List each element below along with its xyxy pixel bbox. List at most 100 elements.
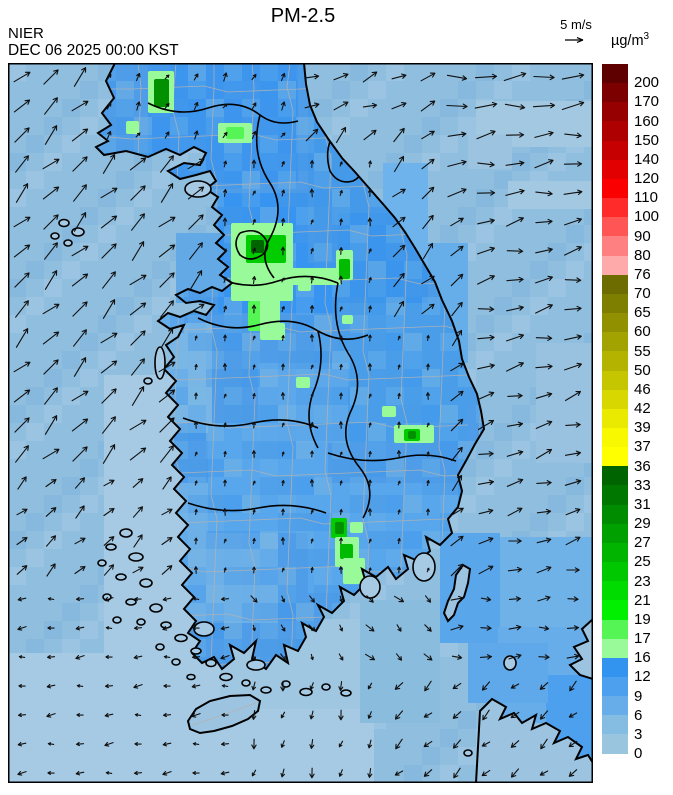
colorbar-segment (602, 236, 628, 256)
island (128, 552, 144, 562)
colorbar-tick-label: 27 (634, 534, 651, 552)
colorbar-tick-label: 17 (634, 630, 651, 647)
colorbar-tick-label: 160 (634, 112, 660, 130)
province-border (187, 502, 327, 514)
colorbar-segment (602, 121, 628, 141)
colorbar-tick-label: 9 (634, 687, 643, 705)
pm25-hotspot (340, 544, 353, 559)
colorbar-segment (602, 83, 628, 103)
pm25-hotspot (298, 281, 311, 291)
island (190, 647, 202, 655)
colorbar-segment (602, 734, 628, 754)
island (50, 232, 60, 240)
island (97, 559, 107, 567)
colorbar-segment (602, 657, 628, 677)
colorbar-tick-label: 6 (634, 706, 643, 724)
island (568, 616, 594, 681)
colorbar-segment (602, 466, 628, 486)
island (143, 377, 153, 385)
colorbar-segment (602, 293, 628, 314)
island (125, 598, 137, 606)
wind-vector-field (13, 67, 585, 779)
pm25-hotspot (343, 558, 365, 584)
colorbar-segment (602, 581, 628, 601)
colorbar-segment (602, 255, 628, 275)
island (463, 749, 473, 757)
pm25-hotspot (251, 240, 264, 253)
wind-scale-label: 5 m/s (560, 17, 592, 32)
colorbar-tick-label: 37 (634, 438, 651, 456)
colorbar-segment (602, 562, 628, 582)
colorbar-segment (602, 159, 628, 179)
island (139, 578, 153, 588)
colorbar-segment (602, 427, 628, 448)
island (359, 575, 381, 599)
colorbar-segment (602, 408, 628, 428)
colorbar-tick-label: 65 (634, 304, 651, 322)
pm25-hotspot (154, 79, 169, 107)
colorbar-tick-label: 90 (634, 227, 651, 245)
island (58, 218, 70, 228)
pm25-hotspot (342, 315, 353, 324)
island (155, 643, 165, 651)
colorbar-tick-label: 80 (634, 246, 651, 264)
island (105, 543, 117, 551)
colorbar-segment (602, 140, 628, 160)
island (193, 621, 215, 637)
island (205, 658, 217, 668)
pm25-hotspot (268, 323, 285, 340)
colorbar-segment (602, 485, 628, 505)
colorbar-tick-label: 36 (634, 457, 651, 475)
colorbar-tick-label: 100 (634, 208, 660, 226)
province-border (147, 102, 299, 124)
unit-label: µg/m3 (611, 31, 650, 49)
colorbar-segment (602, 274, 628, 294)
island (63, 239, 73, 247)
island (186, 673, 196, 681)
colorbar-segment (602, 217, 628, 237)
island (171, 658, 181, 666)
colorbar-tick-label: 170 (634, 93, 660, 111)
colorbar-segment (602, 600, 628, 620)
wind-scale-arrow-icon (565, 37, 584, 43)
colorbar-tick-label: 200 (634, 74, 660, 92)
colorbar-segment (602, 102, 628, 122)
island (412, 552, 436, 582)
island (299, 687, 313, 697)
island (112, 616, 122, 624)
colorbar-tick-label: 21 (634, 591, 651, 609)
colorbar-segment (602, 64, 628, 84)
colorbar-segment (602, 198, 628, 218)
pm25-hotspot (350, 522, 363, 533)
colorbar-segment (602, 313, 628, 333)
pm25-hotspot (408, 431, 416, 439)
colorbar-tick-label: 55 (634, 342, 651, 360)
colorbar-segment (602, 715, 628, 735)
colorbar-segment (602, 332, 628, 352)
colorbar-tick-label: 60 (634, 323, 651, 341)
colorbar-tick-label: 0 (634, 745, 643, 762)
colorbar-segment (602, 542, 628, 563)
colorbar-tick-label: 3 (634, 725, 643, 743)
forecast-map (8, 62, 602, 784)
colorbar-segment (602, 178, 628, 199)
island (260, 686, 272, 694)
map-canvas (8, 62, 602, 784)
province-border (334, 282, 371, 519)
island (174, 633, 188, 643)
colorbar-tick-label: 25 (634, 553, 651, 571)
colorbar-tick-label: 46 (634, 380, 651, 398)
pm25-hotspot (335, 522, 344, 534)
colorbar-segment (602, 447, 628, 467)
colorbar-tick-label: 12 (634, 668, 651, 686)
island (321, 683, 331, 691)
pm25-hotspot (382, 406, 396, 417)
colorbar: 200 170 160 150 140 120 110 100 90 80 76 70 65 60 55 50… (602, 64, 659, 762)
colorbar-tick-label: 150 (634, 131, 660, 149)
island (136, 618, 146, 626)
pm25-hotspot (226, 127, 244, 139)
colorbar-tick-label: 120 (634, 170, 660, 187)
pm25-hotspot (231, 268, 341, 285)
colorbar-segment (602, 351, 628, 371)
